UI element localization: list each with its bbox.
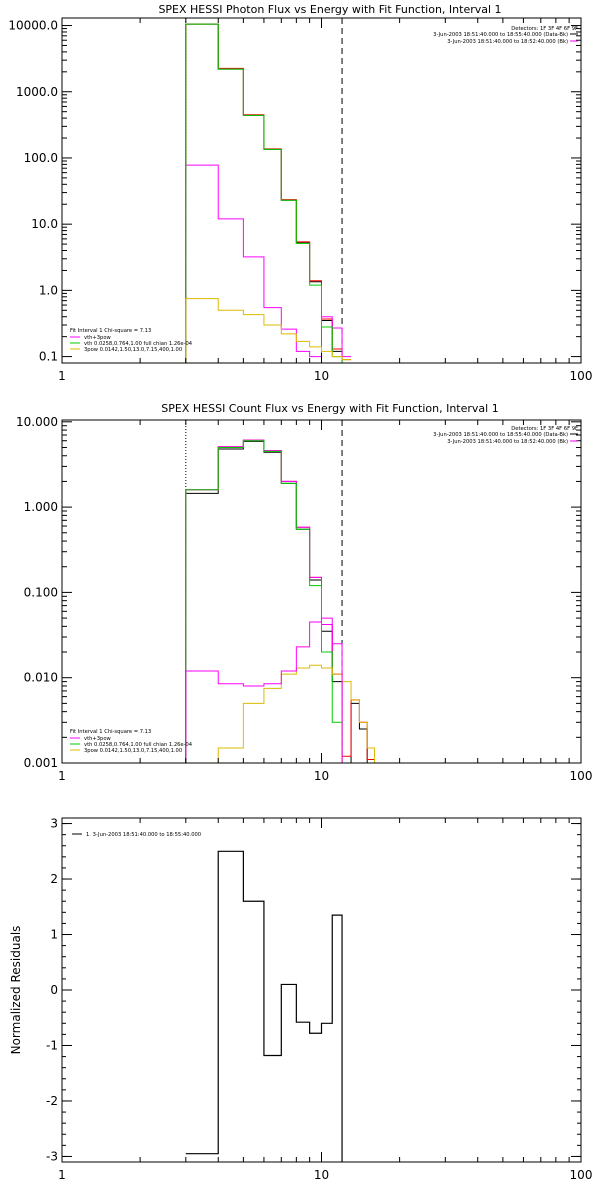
y-tick-label: 0 (50, 983, 58, 997)
series-line-1 (185, 23, 352, 363)
y-tick-label: 1000.0 (16, 85, 58, 99)
y-tick-label: -2 (46, 1094, 58, 1108)
x-tick-label: 100 (570, 1168, 593, 1182)
tick-layer: 1 10 100 0.1 1.0 10.0 100.0 1000.0 10000.0 (8, 18, 592, 383)
legend-entry-vth: vth 0.0258,0.764,1.00 full chian 1.26e-0… (84, 341, 193, 347)
fit-interval-label: Fit Interval 1 Chi-square = 7.13 (70, 729, 151, 735)
series-line-4 (185, 664, 388, 764)
panel-title: SPEX HESSI Photon Flux vs Energy with Fi… (158, 3, 501, 16)
series-line-4 (185, 298, 352, 363)
legend-entry-vth3pow: vth+3pow (84, 736, 112, 742)
y-tick-label: 2 (50, 872, 58, 886)
legend-entry-3pow: 3pow 0.0142,1.50,13.0,7.15,400,1.00 (84, 748, 182, 754)
tick-layer: 1 10 100 0.001 0.010 0.100 1.000 10.000 (16, 415, 592, 783)
x-tick-label: 1 (58, 369, 66, 383)
tick-layer: 1 10 100 -3 -2 -1 0 1 2 3 (46, 817, 592, 1182)
y-tick-label: 100.0 (24, 151, 58, 165)
series-layer (185, 18, 352, 364)
x-tick-label: 100 (570, 769, 593, 783)
y-tick-label: -3 (46, 1149, 58, 1163)
y-tick-label: 1.0 (39, 283, 58, 297)
legend-entry-vth: vth 0.0258,0.764,1.00 full chian 1.26e-0… (84, 742, 193, 748)
time-range-label-2: 3-Jun-2003 18:51:40.000 to 18:52:40.000 … (447, 439, 568, 445)
series-layer (185, 420, 388, 764)
x-tick-label: 1 (58, 1168, 66, 1182)
legend-entry-residual: 1. 3-Jun-2003 18:51:40.000 to 18:55:40.0… (86, 832, 201, 838)
legend-entry-vth3pow: vth+3pow (84, 335, 112, 341)
series-line-2 (185, 164, 352, 363)
y-tick-label: 1.000 (24, 500, 58, 514)
series-layer (185, 850, 343, 1162)
y-tick-label: 0.001 (24, 756, 58, 770)
x-tick-label: 1 (58, 769, 66, 783)
time-range-label-2: 3-Jun-2003 18:51:40.000 to 18:52:40.000 … (447, 39, 568, 45)
y-tick-label: 10.000 (16, 415, 58, 429)
y-tick-label: 1 (50, 928, 58, 942)
x-tick-label: 10 (314, 369, 329, 383)
detectors-label: Detectors: 1F 3F 4F 6F 9F (511, 426, 578, 432)
y-tick-label: 0.1 (39, 350, 58, 364)
series-line-1 (185, 439, 388, 764)
detectors-label: Detectors: 1F 3F 4F 6F 9F (511, 26, 578, 32)
series-line-3 (185, 23, 352, 364)
time-range-label-1: 3-Jun-2003 18:51:40.000 to 18:55:40.000 … (433, 432, 568, 438)
time-range-label-1: 3-Jun-2003 18:51:40.000 to 18:55:40.000 … (433, 32, 568, 38)
x-tick-label: 10 (314, 1168, 329, 1182)
residual-step-line (185, 850, 343, 1162)
panel-title: SPEX HESSI Count Flux vs Energy with Fit… (161, 402, 498, 415)
plot-frame (61, 817, 582, 1163)
series-line-5 (185, 617, 388, 764)
legend-entry-3pow: 3pow 0.0142,1.50,13.0,7.15,400,1.00 (84, 347, 182, 353)
y-tick-label: 10.0 (31, 217, 58, 231)
series-line-0 (185, 23, 352, 364)
residuals-panel: 1 10 100 -3 -2 -1 0 1 2 3 1. 3-Jun-2003 18:51:40.… (9, 817, 592, 1182)
series-line-3 (185, 440, 388, 764)
x-tick-label: 100 (570, 369, 593, 383)
y-tick-label: 10000.0 (8, 19, 58, 33)
series-line-2 (185, 439, 388, 764)
photon-flux-panel: SPEX HESSI Photon Flux vs Energy with Fi… (8, 3, 592, 383)
y-tick-label: 0.010 (24, 671, 58, 685)
y-axis-label: Normalized Residuals (9, 926, 23, 1055)
fit-interval-label: Fit Interval 1 Chi-square = 7.13 (70, 328, 151, 334)
y-tick-label: 3 (50, 817, 58, 831)
count-flux-panel: SPEX HESSI Count Flux vs Energy with Fit… (16, 402, 592, 783)
x-tick-label: 10 (314, 769, 329, 783)
y-tick-label: 0.100 (24, 585, 58, 599)
y-tick-label: -1 (46, 1038, 58, 1052)
